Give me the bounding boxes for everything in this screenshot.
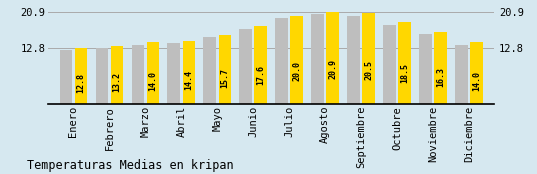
Bar bbox=[383, 25, 396, 104]
Bar bbox=[240, 29, 252, 104]
Bar bbox=[326, 12, 339, 104]
Bar bbox=[147, 42, 159, 104]
Text: 20.5: 20.5 bbox=[364, 60, 373, 80]
Text: 13.2: 13.2 bbox=[112, 72, 121, 92]
Text: 20.0: 20.0 bbox=[292, 61, 301, 81]
Bar bbox=[183, 41, 195, 104]
Bar bbox=[111, 46, 124, 104]
Text: 12.8: 12.8 bbox=[77, 73, 85, 93]
Bar bbox=[347, 16, 360, 104]
Text: 15.7: 15.7 bbox=[220, 68, 229, 88]
Bar bbox=[60, 50, 72, 104]
Bar bbox=[96, 48, 108, 104]
Bar bbox=[168, 43, 180, 104]
Bar bbox=[470, 42, 483, 104]
Text: 14.0: 14.0 bbox=[472, 71, 481, 91]
Bar bbox=[434, 32, 447, 104]
Bar bbox=[419, 34, 432, 104]
Text: 18.5: 18.5 bbox=[400, 63, 409, 83]
Text: Temperaturas Medias en kripan: Temperaturas Medias en kripan bbox=[27, 159, 234, 172]
Bar bbox=[275, 18, 288, 104]
Text: 14.0: 14.0 bbox=[148, 71, 157, 91]
Text: 17.6: 17.6 bbox=[256, 65, 265, 85]
Bar bbox=[455, 45, 468, 104]
Bar bbox=[398, 22, 411, 104]
Bar bbox=[291, 16, 303, 104]
Bar bbox=[362, 13, 375, 104]
Bar bbox=[311, 14, 324, 104]
Text: 16.3: 16.3 bbox=[436, 67, 445, 87]
Bar bbox=[219, 35, 231, 104]
Bar bbox=[75, 48, 88, 104]
Text: 20.9: 20.9 bbox=[328, 59, 337, 79]
Text: 14.4: 14.4 bbox=[184, 70, 193, 90]
Bar bbox=[255, 26, 267, 104]
Bar bbox=[132, 45, 144, 104]
Bar bbox=[204, 37, 216, 104]
